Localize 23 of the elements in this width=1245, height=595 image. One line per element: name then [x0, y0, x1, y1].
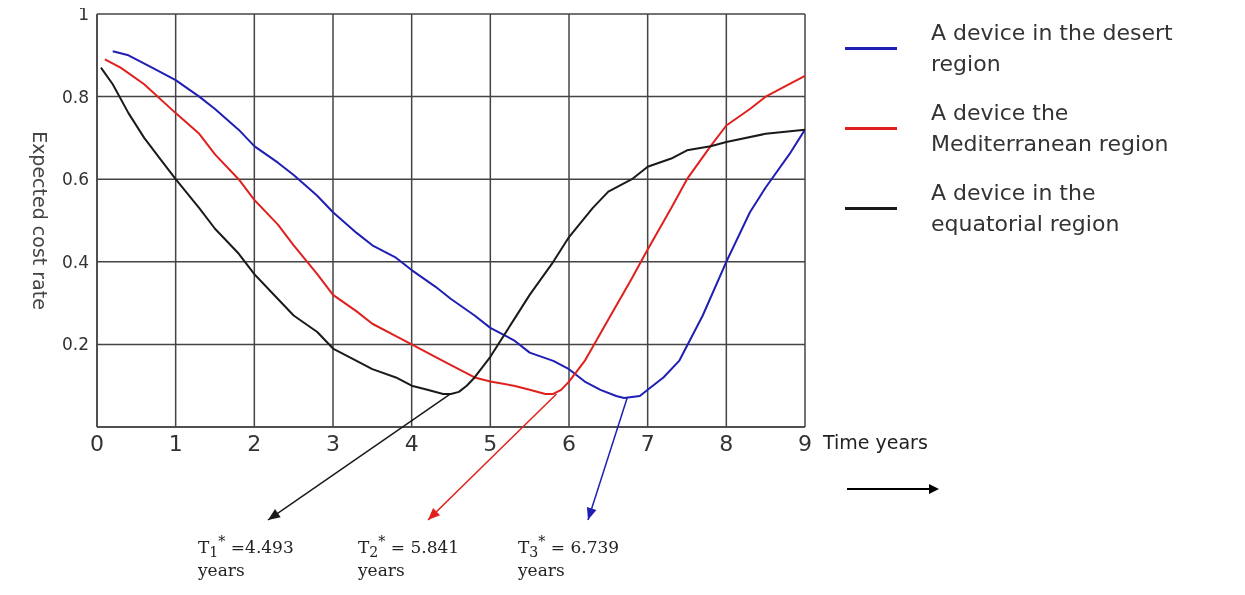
- y-tick-label: 0.6: [61, 169, 89, 190]
- x-tick-label: 2: [247, 430, 262, 456]
- x-axis-title: Time years: [823, 431, 928, 453]
- y-tick-label: 0.2: [61, 334, 89, 355]
- x-tick-label: 6: [562, 430, 576, 456]
- x-tick-label: 7: [640, 430, 655, 456]
- x-tick-label: 1: [168, 430, 183, 456]
- x-tick-label: 0: [90, 430, 104, 456]
- y-tick-label: 0.4: [61, 251, 89, 272]
- y-axis-title: Expected cost rate: [29, 131, 52, 310]
- legend-label: A device the Mediterranean region: [931, 99, 1170, 158]
- x-tick-label: 9: [798, 430, 812, 456]
- x-tick-label: 4: [404, 430, 419, 456]
- x-tick-label: 5: [483, 430, 498, 456]
- y-tick-label: 1: [78, 4, 89, 25]
- annotation: T$_{1}$$^{*}$ =4.493 years: [198, 533, 295, 581]
- legend-label: A device in the desert region: [931, 19, 1174, 78]
- legend-label: A device in the equatorial region: [931, 179, 1121, 238]
- annotation: T$_{3}$$^{*}$ = 6.739 years: [518, 533, 621, 581]
- annotation: T$_{2}$$^{*}$ = 5.841 years: [358, 533, 461, 581]
- y-tick-label: 0.8: [61, 86, 89, 107]
- x-tick-label: 8: [719, 430, 734, 456]
- x-tick-label: 3: [326, 430, 340, 456]
